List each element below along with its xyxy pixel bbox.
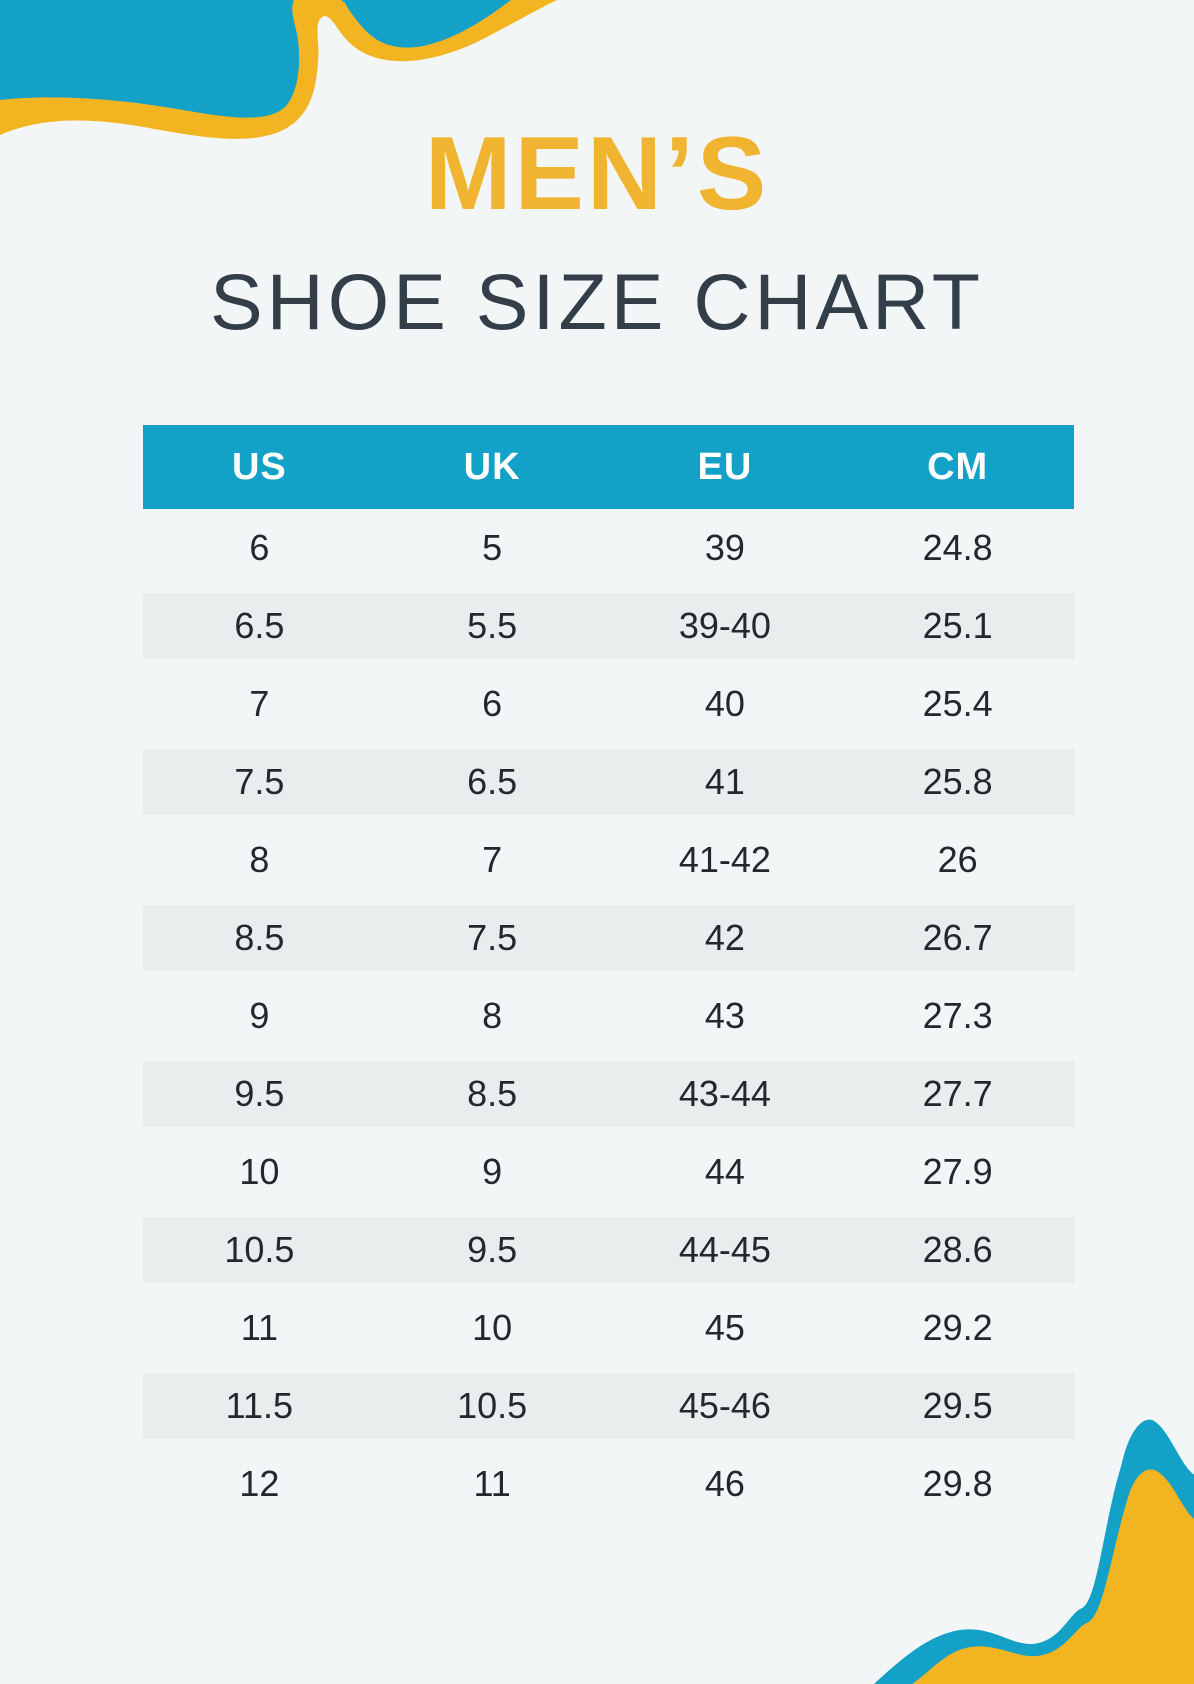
size-cell: 8: [249, 839, 270, 880]
column-header-uk: UK: [375, 425, 609, 509]
size-cell: 9.5: [143, 1055, 376, 1133]
size-cell: 45: [704, 1307, 745, 1348]
size-cell: 39: [704, 527, 745, 568]
size-cell: 8: [482, 995, 503, 1036]
size-cell: 25.1: [841, 587, 1074, 665]
header: MEN’S SHOE SIZE CHART: [0, 122, 1194, 341]
size-cell: 6.5: [375, 743, 609, 821]
size-cell: 10: [239, 1151, 280, 1192]
size-cell: 12: [239, 1463, 280, 1504]
size-cell: 6: [249, 527, 270, 568]
size-cell: 44-45: [608, 1211, 842, 1289]
page-subtitle-shoe-size-chart: SHOE SIZE CHART: [209, 257, 985, 346]
size-cell: 41: [608, 743, 842, 821]
table-header-row: US UK EU CM: [143, 425, 1074, 509]
size-cell: 39-40: [608, 587, 842, 665]
size-cell: 44: [704, 1151, 745, 1192]
size-cell: 6: [482, 683, 503, 724]
size-cell: 40: [704, 683, 745, 724]
size-cell: 29.2: [922, 1307, 993, 1348]
size-cell: 26.7: [841, 899, 1074, 977]
size-cell: 7.5: [375, 899, 609, 977]
table-row: 10.5 9.5 44-45 28.6: [143, 1211, 1074, 1289]
size-cell: 9: [249, 995, 270, 1036]
table-row: 11.5 10.5 45-46 29.5: [143, 1367, 1074, 1445]
size-cell: 8.5: [375, 1055, 609, 1133]
size-cell: 5.5: [375, 587, 609, 665]
size-cell: 11.5: [143, 1367, 376, 1445]
page-title-mens: MEN’S: [424, 116, 770, 232]
size-cell: 42: [608, 899, 842, 977]
table-row: 6 5 39 24.8: [143, 509, 1074, 587]
table-row: 11 10 45 29.2: [143, 1289, 1074, 1367]
column-header-eu: EU: [608, 425, 842, 509]
size-cell: 24.8: [922, 527, 993, 568]
size-cell: 7: [249, 683, 270, 724]
size-cell: 46: [704, 1463, 745, 1504]
table-row: 7.5 6.5 41 25.8: [143, 743, 1074, 821]
size-cell: 6.5: [143, 587, 376, 665]
wave-blue-left-shape: [0, 0, 300, 118]
size-cell: 27.9: [922, 1151, 993, 1192]
size-cell: 10: [472, 1307, 513, 1348]
table-row: 12 11 46 29.8: [143, 1445, 1074, 1523]
table-row: 8.5 7.5 42 26.7: [143, 899, 1074, 977]
size-cell: 5: [482, 527, 503, 568]
size-cell: 7.5: [143, 743, 376, 821]
size-cell: 29.5: [841, 1367, 1074, 1445]
size-cell: 25.8: [841, 743, 1074, 821]
column-header-us: US: [143, 425, 376, 509]
size-chart-table: US UK EU CM 6 5 39 24.8 6.5 5.5 39-40 25.1 7 6 40 2…: [143, 425, 1074, 1523]
size-cell: 27.7: [841, 1055, 1074, 1133]
wave-blue-right-shape: [341, 0, 511, 48]
size-cell: 29.8: [922, 1463, 993, 1504]
size-cell: 41-42: [678, 839, 771, 880]
table-row: 7 6 40 25.4: [143, 665, 1074, 743]
table-row: 9 8 43 27.3: [143, 977, 1074, 1055]
size-cell: 43-44: [608, 1055, 842, 1133]
size-cell: 43: [704, 995, 745, 1036]
size-cell: 27.3: [922, 995, 993, 1036]
size-cell: 7: [482, 839, 503, 880]
size-cell: 9.5: [375, 1211, 609, 1289]
size-cell: 10.5: [143, 1211, 376, 1289]
table-row: 8 7 41-42 26: [143, 821, 1074, 899]
size-cell: 9: [482, 1151, 503, 1192]
size-cell: 11: [240, 1307, 279, 1348]
table-row: 6.5 5.5 39-40 25.1: [143, 587, 1074, 665]
size-cell: 25.4: [922, 683, 993, 724]
column-header-cm: CM: [841, 425, 1074, 509]
table-head: US UK EU CM: [143, 425, 1074, 509]
size-cell: 10.5: [375, 1367, 609, 1445]
table-row: 9.5 8.5 43-44 27.7: [143, 1055, 1074, 1133]
table-body: 6 5 39 24.8 6.5 5.5 39-40 25.1 7 6 40 25.4 7.5 6.5 41 2…: [143, 509, 1074, 1523]
size-cell: 8.5: [143, 899, 376, 977]
size-cell: 26: [937, 839, 978, 880]
size-cell: 28.6: [841, 1211, 1074, 1289]
size-cell: 45-46: [608, 1367, 842, 1445]
size-cell: 11: [473, 1463, 511, 1504]
table-row: 10 9 44 27.9: [143, 1133, 1074, 1211]
